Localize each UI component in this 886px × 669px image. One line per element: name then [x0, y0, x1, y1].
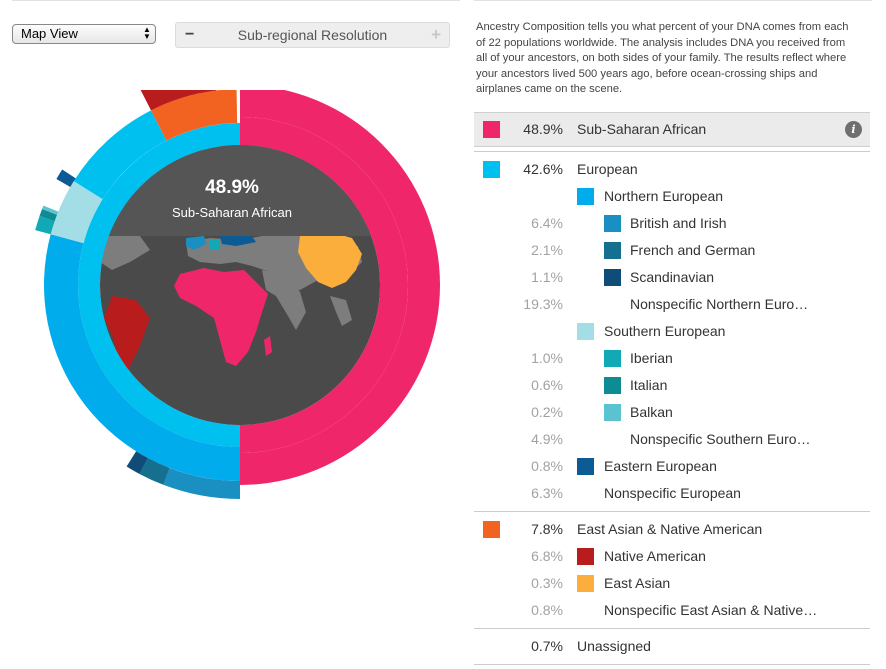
population-percent: 1.0%: [531, 345, 563, 372]
population-label: Southern European: [604, 318, 725, 345]
population-label: British and Irish: [630, 210, 726, 237]
population-percent: 4.9%: [531, 426, 563, 453]
population-percent: 6.3%: [531, 480, 563, 507]
population-row[interactable]: 0.6% Italian: [474, 372, 870, 399]
population-label: Northern European: [604, 183, 723, 210]
population-percent: 42.6%: [523, 156, 563, 183]
population-label: Nonspecific Southern Euro…: [630, 426, 811, 453]
row-divider: [474, 511, 870, 512]
population-percent: 19.3%: [523, 291, 563, 318]
population-row[interactable]: 6.4% British and Irish: [474, 210, 870, 237]
population-label: Iberian: [630, 345, 673, 372]
color-swatch: [483, 121, 500, 138]
population-percent: 0.6%: [531, 372, 563, 399]
population-row[interactable]: 1.1% Scandinavian: [474, 264, 870, 291]
color-swatch: [577, 575, 594, 592]
center-percent: 48.9%: [205, 177, 259, 198]
population-label: Unassigned: [577, 633, 651, 660]
population-percent: 0.3%: [531, 570, 563, 597]
resolution-increase-button[interactable]: +: [431, 23, 441, 47]
population-label: Balkan: [630, 399, 673, 426]
view-select[interactable]: Map View ▲▼: [12, 24, 156, 44]
color-swatch: [604, 350, 621, 367]
color-swatch: [577, 188, 594, 205]
population-label: Eastern European: [604, 453, 717, 480]
resolution-label: Sub-regional Resolution: [176, 23, 449, 47]
color-swatch: [604, 269, 621, 286]
population-percent: 48.9%: [523, 113, 563, 146]
population-label: Nonspecific Northern Euro…: [630, 291, 808, 318]
color-swatch: [604, 215, 621, 232]
color-swatch: [604, 242, 621, 259]
population-label: East Asian & Native American: [577, 516, 762, 543]
top-divider: [12, 0, 460, 1]
population-label: Native American: [604, 543, 706, 570]
color-swatch: [604, 377, 621, 394]
resolution-control: − Sub-regional Resolution +: [175, 22, 450, 48]
population-row[interactable]: Southern European: [474, 318, 870, 345]
view-select-value: Map View: [21, 26, 78, 41]
population-row[interactable]: 48.9% Sub-Saharan African i: [474, 112, 870, 147]
population-percent: 2.1%: [531, 237, 563, 264]
color-swatch: [483, 161, 500, 178]
population-row[interactable]: 0.8% Nonspecific East Asian & Native…: [474, 597, 870, 624]
color-swatch: [577, 458, 594, 475]
population-row[interactable]: 2.1% French and German: [474, 237, 870, 264]
select-arrows-icon: ▲▼: [140, 26, 154, 42]
population-row[interactable]: 7.8% East Asian & Native American: [474, 516, 870, 543]
population-label: European: [577, 156, 638, 183]
population-row[interactable]: 1.0% Iberian: [474, 345, 870, 372]
population-label: Nonspecific East Asian & Native…: [604, 597, 817, 624]
population-percent: 6.4%: [531, 210, 563, 237]
population-row[interactable]: 4.9% Nonspecific Southern Euro…: [474, 426, 870, 453]
population-percent: 7.8%: [531, 516, 563, 543]
population-row[interactable]: 0.7% Unassigned: [474, 633, 870, 660]
population-label: Sub-Saharan African: [577, 113, 706, 146]
row-divider: [474, 628, 870, 629]
population-row[interactable]: 42.6% European: [474, 156, 870, 183]
population-percent: 1.1%: [531, 264, 563, 291]
center-population: Sub-Saharan African: [172, 205, 292, 220]
population-row[interactable]: 0.2% Balkan: [474, 399, 870, 426]
population-row[interactable]: 0.8% Eastern European: [474, 453, 870, 480]
population-percent: 6.8%: [531, 543, 563, 570]
color-swatch: [577, 323, 594, 340]
color-swatch: [483, 521, 500, 538]
population-row[interactable]: 6.8% Native American: [474, 543, 870, 570]
row-divider: [474, 151, 870, 152]
color-swatch: [604, 404, 621, 421]
population-row[interactable]: Northern European: [474, 183, 870, 210]
population-percent: 0.8%: [531, 597, 563, 624]
population-label: Scandinavian: [630, 264, 714, 291]
population-percent: 0.8%: [531, 453, 563, 480]
description: Ancestry Composition tells you what perc…: [476, 20, 854, 98]
top-divider-right: [474, 0, 872, 1]
population-row[interactable]: 6.3% Nonspecific European: [474, 480, 870, 507]
population-label: East Asian: [604, 570, 670, 597]
population-label: Nonspecific European: [604, 480, 741, 507]
population-label: Italian: [630, 372, 667, 399]
population-row[interactable]: 0.3% East Asian: [474, 570, 870, 597]
population-percent: 0.2%: [531, 399, 563, 426]
iberia-region: [210, 240, 220, 250]
row-divider: [474, 664, 870, 665]
info-icon[interactable]: i: [845, 121, 862, 138]
population-percent: 0.7%: [531, 633, 563, 660]
color-swatch: [577, 548, 594, 565]
population-row[interactable]: 19.3% Nonspecific Northern Euro…: [474, 291, 870, 318]
ancestry-sunburst-chart: 48.9% Sub-Saharan African: [0, 90, 470, 510]
population-label: French and German: [630, 237, 755, 264]
